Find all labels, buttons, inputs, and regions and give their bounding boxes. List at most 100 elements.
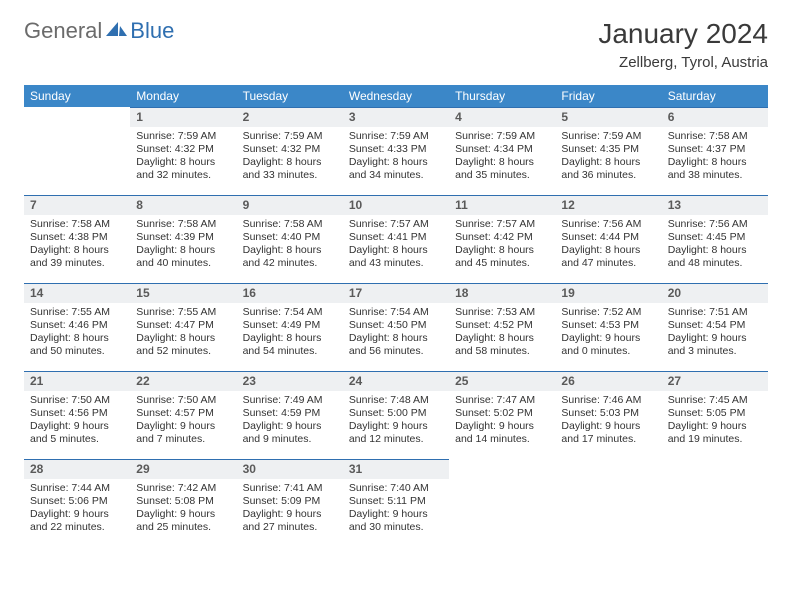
day-details: Sunrise: 7:58 AMSunset: 4:40 PMDaylight:… <box>237 215 343 277</box>
daylight-line: Daylight: 8 hours and 45 minutes. <box>455 244 549 270</box>
daylight-line: Daylight: 8 hours and 56 minutes. <box>349 332 443 358</box>
day-details: Sunrise: 7:45 AMSunset: 5:05 PMDaylight:… <box>662 391 768 453</box>
sunset-line: Sunset: 4:53 PM <box>561 319 655 332</box>
daylight-line: Daylight: 8 hours and 39 minutes. <box>30 244 124 270</box>
day-details: Sunrise: 7:49 AMSunset: 4:59 PMDaylight:… <box>237 391 343 453</box>
sunrise-line: Sunrise: 7:48 AM <box>349 394 443 407</box>
daylight-line: Daylight: 8 hours and 43 minutes. <box>349 244 443 270</box>
daylight-line: Daylight: 9 hours and 7 minutes. <box>136 420 230 446</box>
daylight-line: Daylight: 8 hours and 33 minutes. <box>243 156 337 182</box>
sunset-line: Sunset: 4:45 PM <box>668 231 762 244</box>
sunset-line: Sunset: 5:00 PM <box>349 407 443 420</box>
sunset-line: Sunset: 4:38 PM <box>30 231 124 244</box>
calendar-cell: 11Sunrise: 7:57 AMSunset: 4:42 PMDayligh… <box>449 195 555 283</box>
day-number: 11 <box>449 195 555 215</box>
sunset-line: Sunset: 5:09 PM <box>243 495 337 508</box>
day-number: 13 <box>662 195 768 215</box>
day-number: 31 <box>343 459 449 479</box>
sunrise-line: Sunrise: 7:46 AM <box>561 394 655 407</box>
sunrise-line: Sunrise: 7:58 AM <box>136 218 230 231</box>
day-details: Sunrise: 7:53 AMSunset: 4:52 PMDaylight:… <box>449 303 555 365</box>
calendar-cell: 3Sunrise: 7:59 AMSunset: 4:33 PMDaylight… <box>343 107 449 195</box>
sunrise-line: Sunrise: 7:58 AM <box>243 218 337 231</box>
weekday-header: Wednesday <box>343 85 449 107</box>
sunset-line: Sunset: 4:57 PM <box>136 407 230 420</box>
sunrise-line: Sunrise: 7:50 AM <box>136 394 230 407</box>
sunrise-line: Sunrise: 7:56 AM <box>668 218 762 231</box>
calendar-cell: 1Sunrise: 7:59 AMSunset: 4:32 PMDaylight… <box>130 107 236 195</box>
sunset-line: Sunset: 4:39 PM <box>136 231 230 244</box>
calendar-cell: 23Sunrise: 7:49 AMSunset: 4:59 PMDayligh… <box>237 371 343 459</box>
calendar-cell: 31Sunrise: 7:40 AMSunset: 5:11 PMDayligh… <box>343 459 449 547</box>
sunrise-line: Sunrise: 7:40 AM <box>349 482 443 495</box>
calendar-cell: 28Sunrise: 7:44 AMSunset: 5:06 PMDayligh… <box>24 459 130 547</box>
day-details: Sunrise: 7:44 AMSunset: 5:06 PMDaylight:… <box>24 479 130 541</box>
daylight-line: Daylight: 8 hours and 35 minutes. <box>455 156 549 182</box>
day-number: 12 <box>555 195 661 215</box>
calendar-cell: 30Sunrise: 7:41 AMSunset: 5:09 PMDayligh… <box>237 459 343 547</box>
calendar-table: SundayMondayTuesdayWednesdayThursdayFrid… <box>24 85 768 547</box>
calendar-cell: . <box>555 459 661 547</box>
daylight-line: Daylight: 9 hours and 19 minutes. <box>668 420 762 446</box>
weekday-header: Saturday <box>662 85 768 107</box>
day-details: Sunrise: 7:41 AMSunset: 5:09 PMDaylight:… <box>237 479 343 541</box>
sunrise-line: Sunrise: 7:53 AM <box>455 306 549 319</box>
day-number: 5 <box>555 107 661 127</box>
sunrise-line: Sunrise: 7:44 AM <box>30 482 124 495</box>
calendar-cell: 14Sunrise: 7:55 AMSunset: 4:46 PMDayligh… <box>24 283 130 371</box>
day-details: Sunrise: 7:59 AMSunset: 4:33 PMDaylight:… <box>343 127 449 189</box>
day-number: 19 <box>555 283 661 303</box>
day-number: 6 <box>662 107 768 127</box>
weekday-header: Monday <box>130 85 236 107</box>
day-number: 27 <box>662 371 768 391</box>
calendar-cell: 7Sunrise: 7:58 AMSunset: 4:38 PMDaylight… <box>24 195 130 283</box>
sunrise-line: Sunrise: 7:57 AM <box>455 218 549 231</box>
day-details: Sunrise: 7:50 AMSunset: 4:57 PMDaylight:… <box>130 391 236 453</box>
sunset-line: Sunset: 4:49 PM <box>243 319 337 332</box>
calendar-cell: . <box>662 459 768 547</box>
day-details: Sunrise: 7:56 AMSunset: 4:45 PMDaylight:… <box>662 215 768 277</box>
sunset-line: Sunset: 4:37 PM <box>668 143 762 156</box>
day-number: 22 <box>130 371 236 391</box>
sunset-line: Sunset: 4:33 PM <box>349 143 443 156</box>
daylight-line: Daylight: 8 hours and 42 minutes. <box>243 244 337 270</box>
sunset-line: Sunset: 4:46 PM <box>30 319 124 332</box>
day-details: Sunrise: 7:51 AMSunset: 4:54 PMDaylight:… <box>662 303 768 365</box>
calendar-cell: 20Sunrise: 7:51 AMSunset: 4:54 PMDayligh… <box>662 283 768 371</box>
calendar-cell: 15Sunrise: 7:55 AMSunset: 4:47 PMDayligh… <box>130 283 236 371</box>
calendar-cell: 27Sunrise: 7:45 AMSunset: 5:05 PMDayligh… <box>662 371 768 459</box>
calendar-cell: 13Sunrise: 7:56 AMSunset: 4:45 PMDayligh… <box>662 195 768 283</box>
day-number: 18 <box>449 283 555 303</box>
day-details: Sunrise: 7:59 AMSunset: 4:35 PMDaylight:… <box>555 127 661 189</box>
sunset-line: Sunset: 4:52 PM <box>455 319 549 332</box>
daylight-line: Daylight: 9 hours and 5 minutes. <box>30 420 124 446</box>
day-details: Sunrise: 7:52 AMSunset: 4:53 PMDaylight:… <box>555 303 661 365</box>
sunrise-line: Sunrise: 7:57 AM <box>349 218 443 231</box>
day-number: 26 <box>555 371 661 391</box>
day-details: Sunrise: 7:56 AMSunset: 4:44 PMDaylight:… <box>555 215 661 277</box>
logo-text-blue: Blue <box>130 18 174 44</box>
sunset-line: Sunset: 5:03 PM <box>561 407 655 420</box>
day-details: Sunrise: 7:55 AMSunset: 4:46 PMDaylight:… <box>24 303 130 365</box>
day-number: 28 <box>24 459 130 479</box>
month-title: January 2024 <box>598 18 768 50</box>
weekday-header: Thursday <box>449 85 555 107</box>
daylight-line: Daylight: 8 hours and 58 minutes. <box>455 332 549 358</box>
calendar-cell: 29Sunrise: 7:42 AMSunset: 5:08 PMDayligh… <box>130 459 236 547</box>
sunset-line: Sunset: 4:47 PM <box>136 319 230 332</box>
day-details: Sunrise: 7:40 AMSunset: 5:11 PMDaylight:… <box>343 479 449 541</box>
sunrise-line: Sunrise: 7:55 AM <box>136 306 230 319</box>
day-details: Sunrise: 7:57 AMSunset: 4:42 PMDaylight:… <box>449 215 555 277</box>
day-number: 4 <box>449 107 555 127</box>
sunset-line: Sunset: 5:05 PM <box>668 407 762 420</box>
sunset-line: Sunset: 4:54 PM <box>668 319 762 332</box>
day-number: 30 <box>237 459 343 479</box>
sunrise-line: Sunrise: 7:59 AM <box>349 130 443 143</box>
calendar-cell: 26Sunrise: 7:46 AMSunset: 5:03 PMDayligh… <box>555 371 661 459</box>
day-details: Sunrise: 7:59 AMSunset: 4:32 PMDaylight:… <box>130 127 236 189</box>
day-number: 24 <box>343 371 449 391</box>
sunrise-line: Sunrise: 7:54 AM <box>349 306 443 319</box>
calendar-cell: 8Sunrise: 7:58 AMSunset: 4:39 PMDaylight… <box>130 195 236 283</box>
calendar-cell: 5Sunrise: 7:59 AMSunset: 4:35 PMDaylight… <box>555 107 661 195</box>
day-number: 7 <box>24 195 130 215</box>
